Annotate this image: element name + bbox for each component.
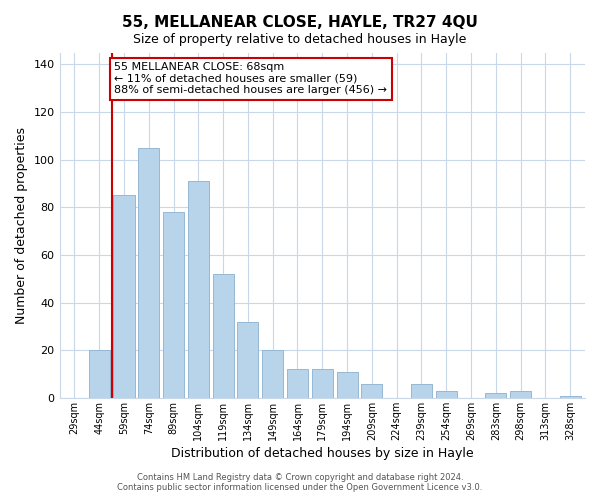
Bar — [287, 370, 308, 398]
Bar — [138, 148, 160, 398]
X-axis label: Distribution of detached houses by size in Hayle: Distribution of detached houses by size … — [171, 447, 473, 460]
Bar — [163, 212, 184, 398]
Bar — [485, 393, 506, 398]
Text: Contains HM Land Registry data © Crown copyright and database right 2024.
Contai: Contains HM Land Registry data © Crown c… — [118, 473, 482, 492]
Bar — [89, 350, 110, 398]
Bar — [560, 396, 581, 398]
Text: 55 MELLANEAR CLOSE: 68sqm
← 11% of detached houses are smaller (59)
88% of semi-: 55 MELLANEAR CLOSE: 68sqm ← 11% of detac… — [114, 62, 387, 95]
Bar — [411, 384, 432, 398]
Bar — [212, 274, 233, 398]
Bar — [510, 391, 531, 398]
Bar — [238, 322, 259, 398]
Bar — [312, 370, 333, 398]
Bar — [113, 196, 134, 398]
Bar — [337, 372, 358, 398]
Text: Size of property relative to detached houses in Hayle: Size of property relative to detached ho… — [133, 32, 467, 46]
Y-axis label: Number of detached properties: Number of detached properties — [15, 126, 28, 324]
Bar — [361, 384, 382, 398]
Bar — [262, 350, 283, 398]
Bar — [188, 181, 209, 398]
Text: 55, MELLANEAR CLOSE, HAYLE, TR27 4QU: 55, MELLANEAR CLOSE, HAYLE, TR27 4QU — [122, 15, 478, 30]
Bar — [436, 391, 457, 398]
